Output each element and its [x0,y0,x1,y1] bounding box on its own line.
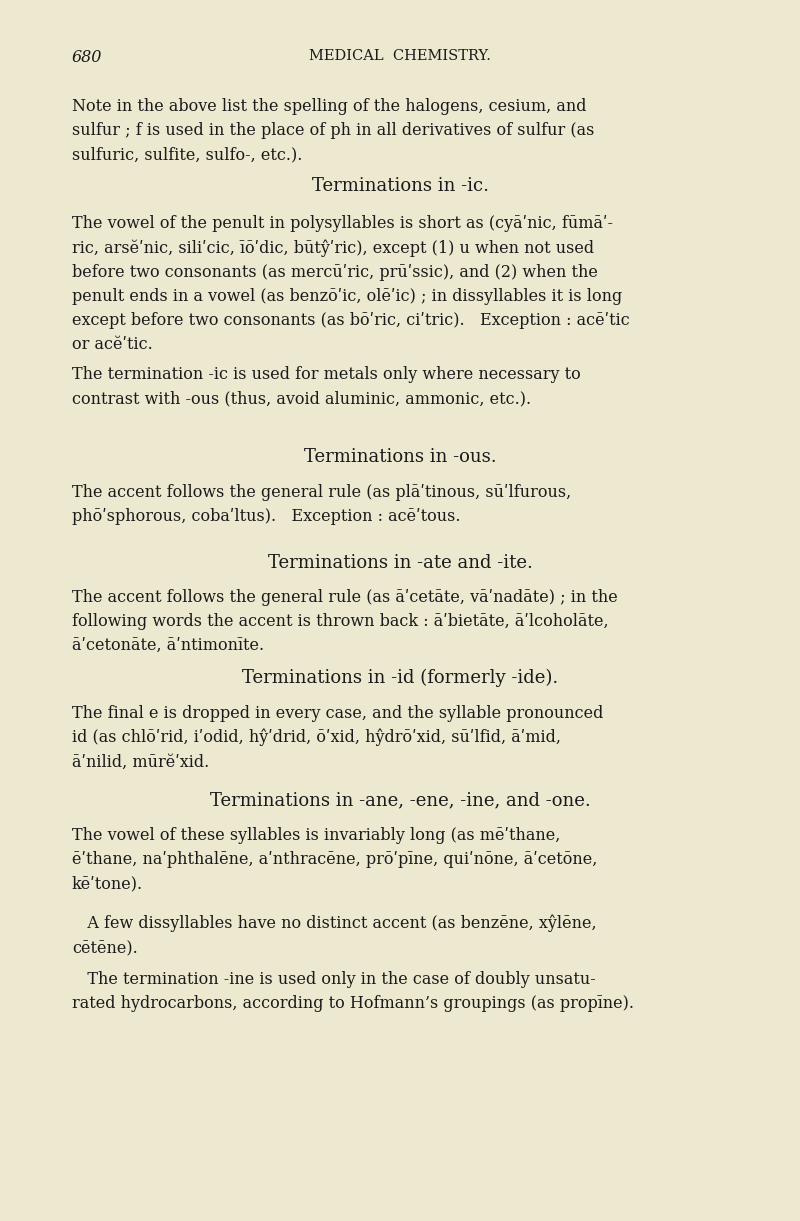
Text: The accent follows the general rule (as plāʹtinous, sūʹlfurous,
phōʹsphorous, co: The accent follows the general rule (as … [72,484,571,525]
Text: The vowel of these syllables is invariably long (as mēʹthane,
ēʹthane, naʹphthal: The vowel of these syllables is invariab… [72,827,598,891]
Text: 680: 680 [72,49,102,66]
Text: Terminations in -ate and -ite.: Terminations in -ate and -ite. [267,554,533,573]
Text: Terminations in -ane, -ene, -ine, and -one.: Terminations in -ane, -ene, -ine, and -o… [210,791,590,810]
Text: The termination -ine is used only in the case of doubly unsatu-
rated hydrocarbo: The termination -ine is used only in the… [72,971,634,1012]
Text: Terminations in -ous.: Terminations in -ous. [304,448,496,466]
Text: The final e is dropped in every case, and the syllable pronounced
id (as chlōʹri: The final e is dropped in every case, an… [72,705,603,770]
Text: The accent follows the general rule (as āʹcetāte, vāʹnadāte) ; in the
following : The accent follows the general rule (as … [72,589,618,653]
Text: Note in the above list the spelling of the halogens, cesium, and
sulfur ; f is u: Note in the above list the spelling of t… [72,98,594,162]
Text: The termination -ic is used for metals only where necessary to
contrast with -ou: The termination -ic is used for metals o… [72,366,581,408]
Text: MEDICAL  CHEMISTRY.: MEDICAL CHEMISTRY. [309,49,491,62]
Text: A few dissyllables have no distinct accent (as benzēne, xŷlēne,
cētēne).: A few dissyllables have no distinct acce… [72,915,597,956]
Text: Terminations in -id (formerly -ide).: Terminations in -id (formerly -ide). [242,669,558,687]
Text: The vowel of the penult in polysyllables is short as (cyāʹnic, fūmāʹ-
ric, arsĕʹ: The vowel of the penult in polysyllables… [72,215,630,353]
Text: Terminations in -ic.: Terminations in -ic. [311,177,489,195]
